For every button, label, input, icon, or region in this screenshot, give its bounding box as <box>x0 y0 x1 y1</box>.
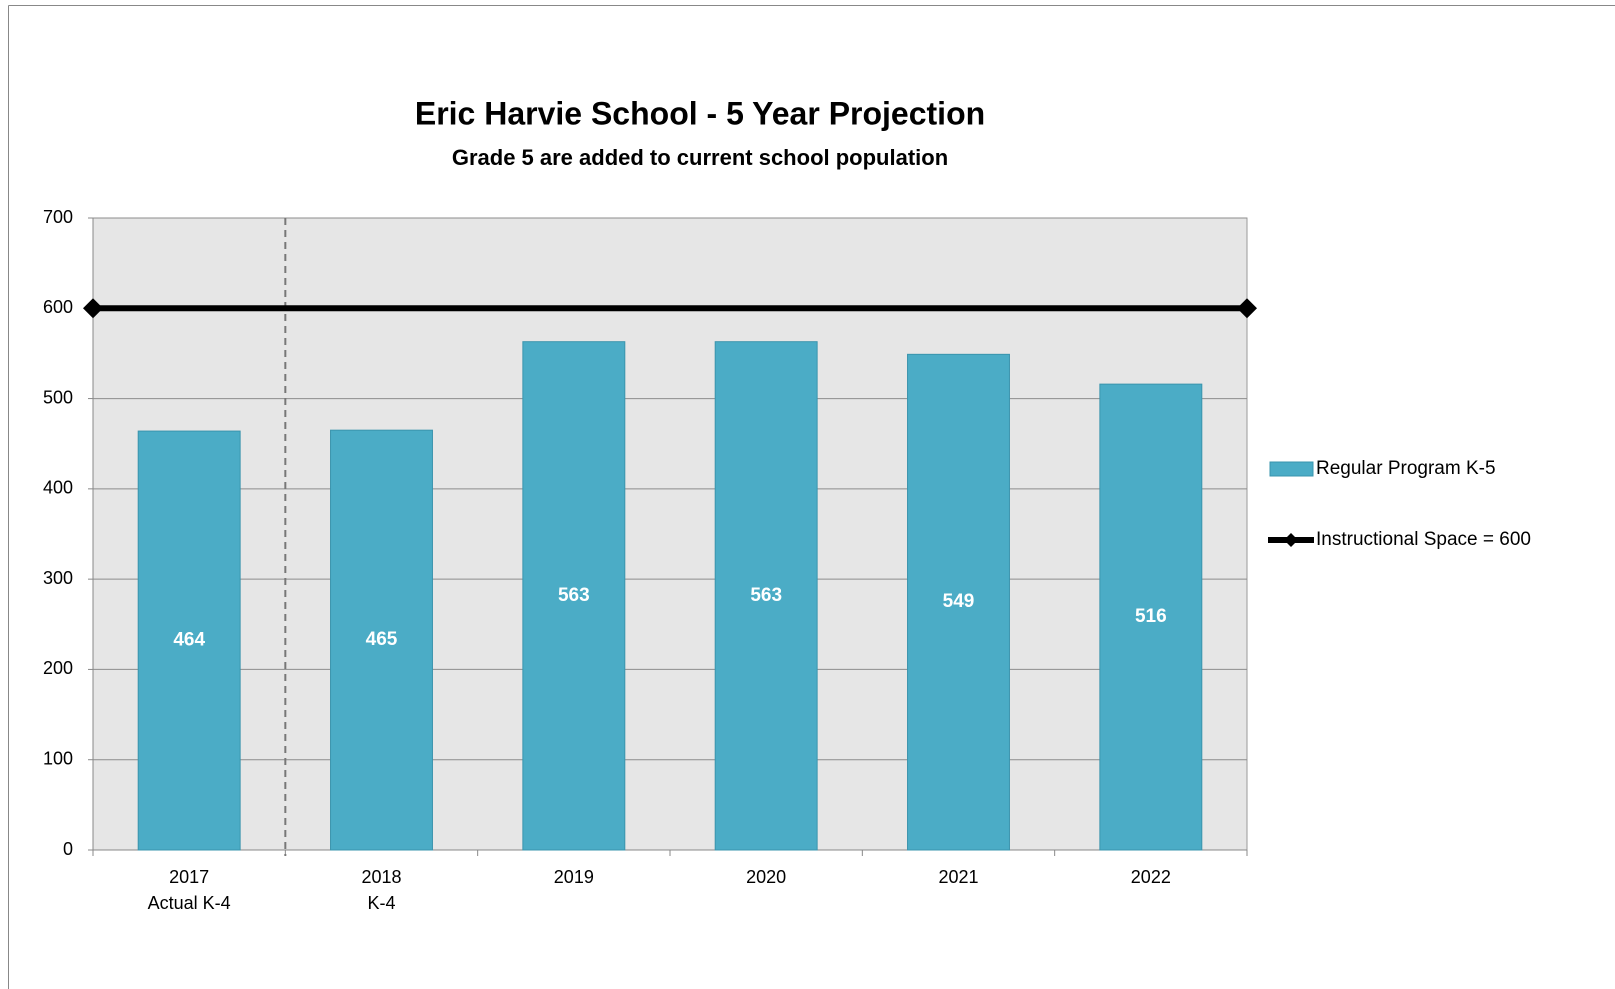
x-tick-label: 2020 <box>746 867 786 887</box>
y-tick-label: 0 <box>63 839 73 859</box>
x-tick-label: 2022 <box>1131 867 1171 887</box>
x-tick-label: 2021 <box>938 867 978 887</box>
legend-label: Regular Program K-5 <box>1316 458 1496 479</box>
x-tick-label: K-4 <box>367 893 395 913</box>
bar <box>714 341 818 851</box>
bar <box>522 341 626 851</box>
legend-swatch <box>1269 461 1314 477</box>
data-label: 465 <box>366 629 398 650</box>
y-tick-label: 200 <box>43 658 73 678</box>
chart-subtitle: Grade 5 are added to current school popu… <box>452 145 948 170</box>
data-label: 464 <box>173 630 205 651</box>
marker <box>1237 298 1257 319</box>
bar <box>907 353 1010 851</box>
chart-title: Eric Harvie School - 5 Year Projection <box>415 95 985 131</box>
y-tick-label: 300 <box>43 568 73 588</box>
data-label: 563 <box>750 585 782 606</box>
plot-area <box>92 217 1248 851</box>
y-tick-label: 400 <box>43 478 73 498</box>
x-tick-label: 2017 <box>169 867 209 887</box>
x-tick-label: 2019 <box>554 867 594 887</box>
data-label: 516 <box>1135 606 1167 627</box>
x-tick-label: Actual K-4 <box>148 893 231 913</box>
data-label: 549 <box>943 591 975 612</box>
bar <box>137 430 241 851</box>
y-tick-label: 600 <box>43 297 73 317</box>
data-label: 563 <box>558 585 590 606</box>
legend-marker <box>1284 533 1298 547</box>
x-tick-label: 2018 <box>361 867 401 887</box>
y-tick-label: 700 <box>43 207 73 227</box>
legend-label: Instructional Space = 600 <box>1316 529 1531 550</box>
bar <box>1099 383 1203 851</box>
y-tick-label: 100 <box>43 748 73 768</box>
marker <box>83 298 103 319</box>
y-tick-label: 500 <box>43 387 73 407</box>
bar <box>330 429 433 851</box>
